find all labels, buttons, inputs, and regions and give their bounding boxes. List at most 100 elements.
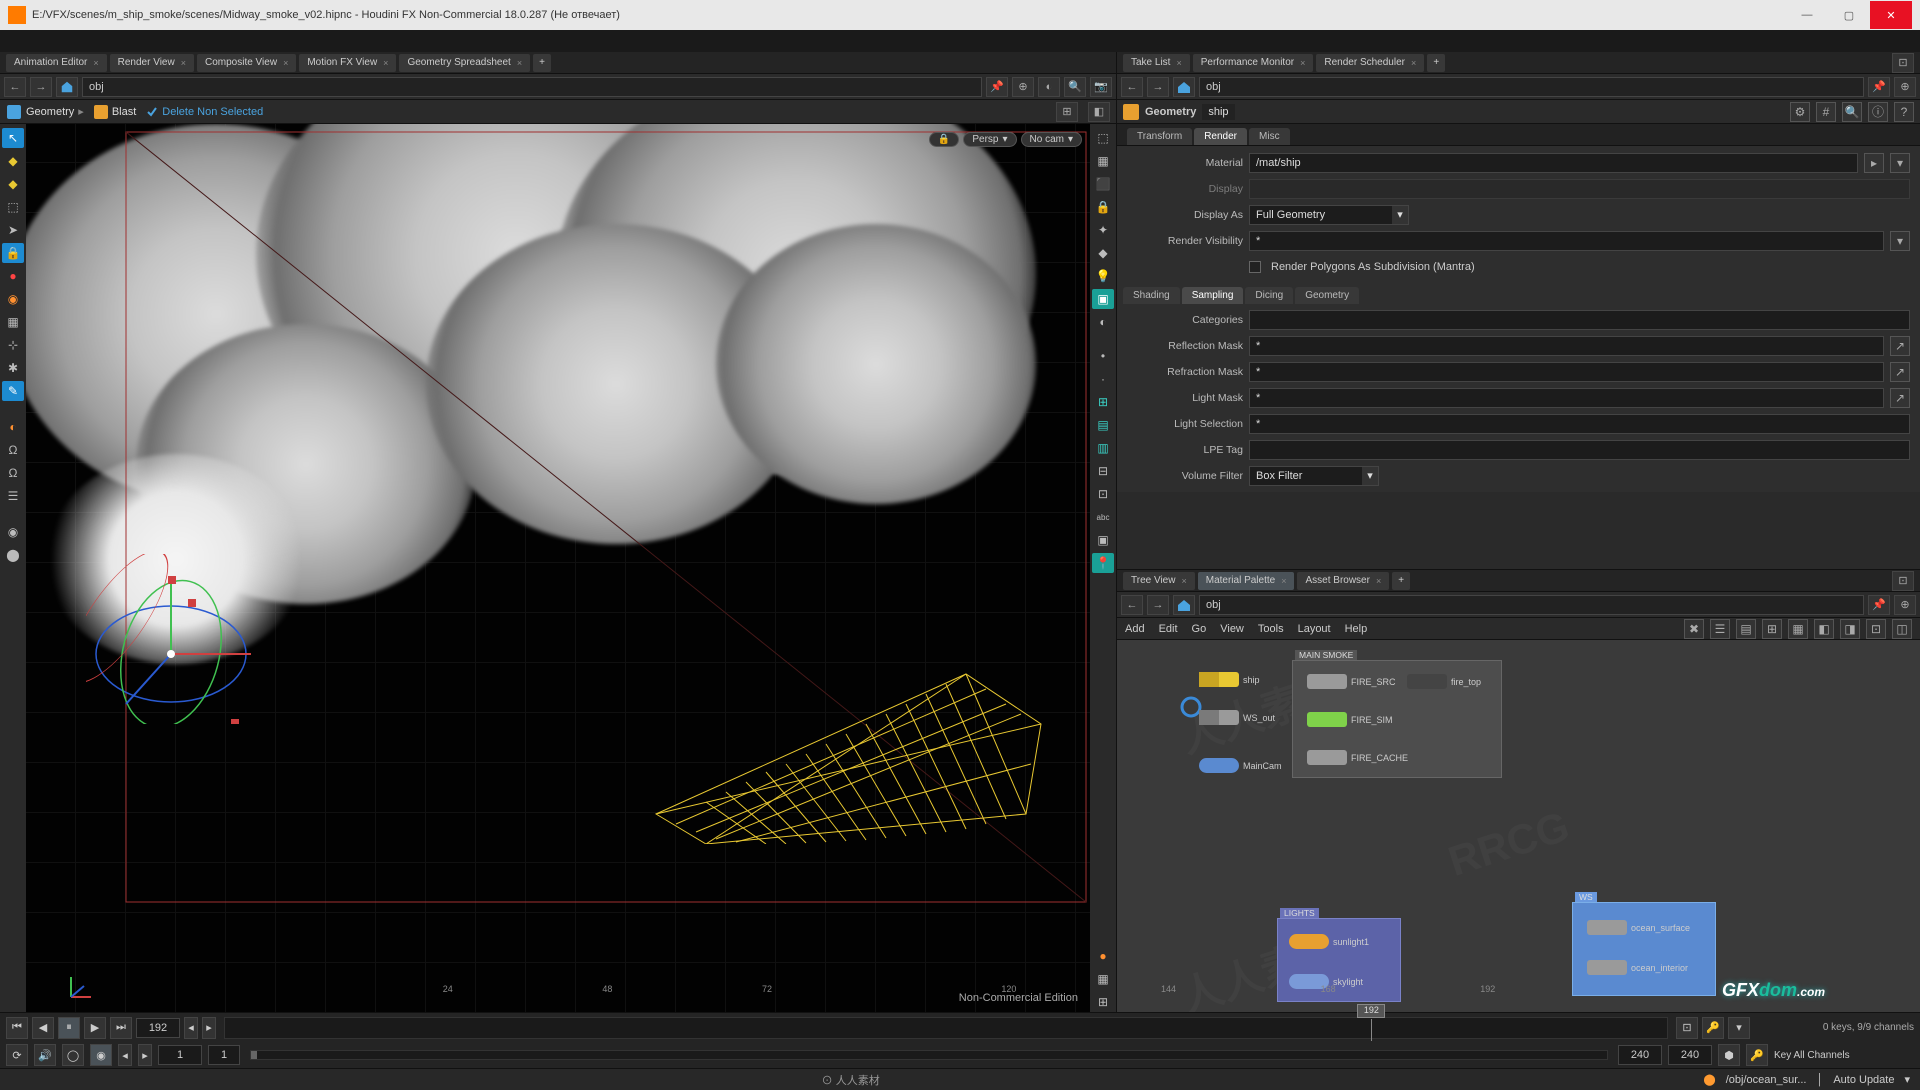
transform-gizmo[interactable] [86,554,306,724]
tool-fig2[interactable]: Ω [2,440,24,460]
pnav-pin[interactable]: 📌 [1868,77,1890,97]
tool-net[interactable]: ⊹ [2,335,24,355]
tab-add-rt[interactable]: + [1427,54,1445,72]
play-prev[interactable]: ◀ [32,1017,54,1039]
stab-shading[interactable]: Shading [1123,287,1180,304]
rtool-2[interactable]: ▦ [1092,151,1114,171]
network-path[interactable] [1199,595,1864,615]
pnav-opt[interactable]: ⊕ [1894,77,1916,97]
lpe-field[interactable] [1249,440,1910,460]
rtool-pin[interactable]: 📍 [1092,553,1114,573]
rtool-9[interactable]: ◐ [1092,312,1114,332]
node-maincam[interactable]: MainCam [1199,758,1282,773]
opt1-icon[interactable]: ⊕ [1012,77,1034,97]
param-path[interactable] [1199,77,1864,97]
material-field[interactable] [1249,153,1858,173]
step-back[interactable]: ◂ [184,1017,198,1039]
lightmask-pick[interactable]: ↗ [1890,388,1910,408]
rtool-dot[interactable]: ● [1092,946,1114,966]
nview-3[interactable]: ▤ [1736,619,1756,639]
rtool-grid[interactable]: ▦ [1092,969,1114,989]
pnav-back[interactable]: ← [1121,77,1143,97]
play-pause[interactable]: ⏸ [58,1017,80,1039]
autokey-shield[interactable]: ⬢ [1718,1044,1740,1066]
node-fire-src[interactable]: FIRE_SRC [1307,674,1396,689]
cam-pill[interactable]: No cam ▾ [1021,132,1082,147]
shelf-opt1[interactable]: ⊞ [1056,102,1078,122]
nav-fwd[interactable]: → [30,77,52,97]
tool-scale[interactable]: ⬚ [2,197,24,217]
group-lights[interactable]: LIGHTS [1277,918,1401,1002]
persp-pill[interactable]: Persp ▾ [963,132,1016,147]
search-icon[interactable]: 🔍 [1842,102,1862,122]
tab-misc[interactable]: Misc [1249,128,1290,145]
tool-brush[interactable]: ✎ [2,381,24,401]
reflmask-field[interactable] [1249,336,1884,356]
tool-move[interactable]: ◆ [2,151,24,171]
tool-sphere[interactable]: ⬤ [2,545,24,565]
nav-home[interactable] [56,77,78,97]
play-last[interactable]: ⏭ [110,1017,132,1039]
key-icon[interactable]: 🔑 [1746,1044,1768,1066]
search-icon[interactable]: 🔍 [1064,77,1086,97]
node-blast[interactable]: Blast [94,105,136,119]
rtool-3[interactable]: ⬛ [1092,174,1114,194]
param-node-name[interactable]: ship [1202,104,1234,120]
maximize-button[interactable]: ▢ [1828,1,1870,29]
play-first[interactable]: ⏮ [6,1017,28,1039]
pin-icon[interactable]: 📌 [986,77,1008,97]
step-fwd[interactable]: ▸ [202,1017,216,1039]
tool-fig1[interactable]: ◐ [2,417,24,437]
range-track[interactable] [250,1050,1608,1060]
nnav-opt[interactable]: ⊕ [1894,595,1916,615]
nview-7[interactable]: ◨ [1840,619,1860,639]
key-menu[interactable]: ▾ [1728,1017,1750,1039]
tool-select[interactable]: ↖ [2,128,24,148]
node-ocean-surface[interactable]: ocean_surface [1587,920,1690,935]
rtool-p5[interactable]: ▥ [1092,438,1114,458]
nnav-home[interactable] [1173,595,1195,615]
nnav-back[interactable]: ← [1121,595,1143,615]
refrmask-field[interactable] [1249,362,1884,382]
opt2-icon[interactable]: ◐ [1038,77,1060,97]
scene-viewport[interactable]: 🔒 Persp ▾ No cam ▾ Non-Commercial Editio… [26,124,1090,1012]
rtool-p1[interactable]: • [1092,346,1114,366]
refrmask-pick[interactable]: ↗ [1890,362,1910,382]
displayas-select[interactable]: Full Geometry▾ [1249,205,1409,225]
range-prev[interactable]: ◂ [118,1044,132,1066]
help-icon[interactable]: ? [1894,102,1914,122]
clock-icon[interactable]: ◯ [62,1044,84,1066]
rtool-lock[interactable]: 🔒 [1092,197,1114,217]
start-frame-b[interactable] [208,1045,240,1065]
rendervis-menu[interactable]: ▾ [1890,231,1910,251]
pnav-home[interactable] [1173,77,1195,97]
network-view[interactable]: 人人素材 RRCG 人人素材 MAIN SMOKE ship WS_out Ma… [1117,640,1920,1012]
volfilter-select[interactable]: Box Filter▾ [1249,466,1379,486]
info-icon[interactable]: ⓘ [1868,102,1888,122]
nview-4[interactable]: ⊞ [1762,619,1782,639]
rtool-abc[interactable]: abc [1092,507,1114,527]
menu-edit[interactable]: Edit [1159,623,1178,635]
material-chooser[interactable]: ▸ [1864,153,1884,173]
rtool-bulb[interactable]: 💡 [1092,266,1114,286]
playhead[interactable]: 192 [1357,1004,1385,1018]
nnav-pin[interactable]: 📌 [1868,595,1890,615]
rtool-p8[interactable]: ▣ [1092,530,1114,550]
reflmask-pick[interactable]: ↗ [1890,336,1910,356]
menu-view[interactable]: View [1220,623,1244,635]
range-lock[interactable]: ⊡ [1676,1017,1698,1039]
categories-field[interactable] [1249,310,1910,330]
rtool-1[interactable]: ⬚ [1092,128,1114,148]
minimize-button[interactable]: — [1786,1,1828,29]
tool-target[interactable]: ◉ [2,289,24,309]
shelf-opt2[interactable]: ◧ [1088,102,1110,122]
nview-6[interactable]: ◧ [1814,619,1834,639]
tab-geometry-spreadsheet[interactable]: Geometry Spreadsheet× [399,54,530,72]
action-delete-non-selected[interactable]: Delete Non Selected [146,106,263,118]
play-next[interactable]: ▶ [84,1017,106,1039]
tool-lock[interactable]: 🔒 [2,243,24,263]
subdiv-checkbox[interactable] [1249,261,1261,273]
rtool-6[interactable]: ◆ [1092,243,1114,263]
tab-render-sched[interactable]: Render Scheduler× [1316,54,1424,72]
tool-cube[interactable]: ▦ [2,312,24,332]
